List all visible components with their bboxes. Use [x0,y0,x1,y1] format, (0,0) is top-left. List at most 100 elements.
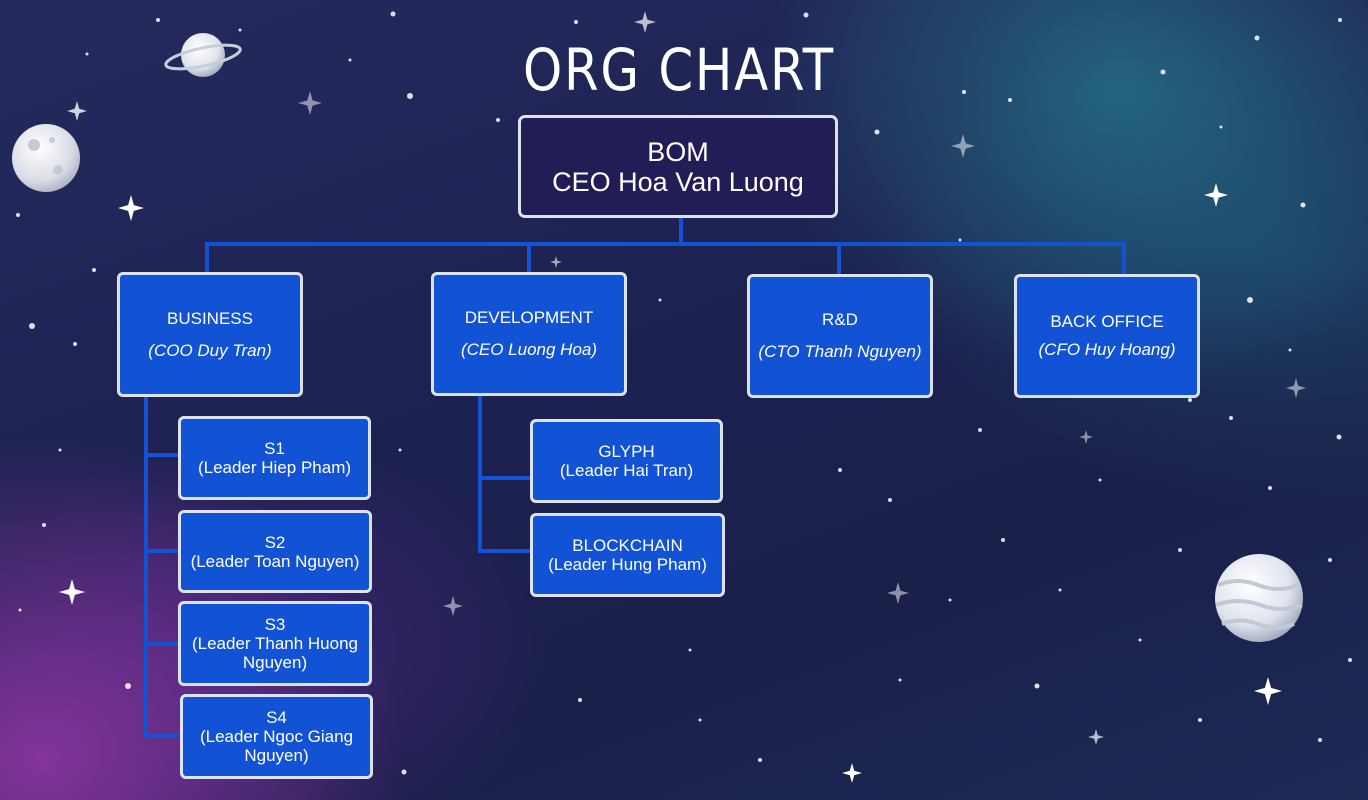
sparkle-star-icon [59,579,85,605]
sparkle-star-icon [634,11,656,33]
department-lead: (CEO Luong Hoa) [460,340,598,359]
star [1338,18,1342,22]
star [948,598,952,602]
star [658,298,662,302]
star [85,52,89,56]
team-leader: (Leader Thanh Huong Nguyen) [191,634,359,672]
org-node-back-office: BACK OFFICE (CFO Huy Hoang) [1014,274,1200,398]
team-name: S2 [264,532,286,552]
star [16,213,20,217]
sparkle-star-icon [550,256,562,268]
department-lead: (CTO Thanh Nguyen) [758,342,922,361]
star [838,468,842,472]
star [156,18,160,22]
moon-icon [12,124,80,192]
sparkle-star-icon [1254,677,1282,705]
star [496,118,500,122]
star [29,323,35,329]
department-name: R&D [822,310,858,329]
star [1034,683,1040,689]
star [73,342,77,346]
star [574,20,578,24]
org-node-blockchain: BLOCKCHAIN (Leader Hung Pham) [530,513,725,597]
team-name: BLOCKCHAIN [572,536,683,555]
sparkle-star-icon [951,134,975,158]
team-name: S4 [266,708,287,727]
star [1098,478,1102,482]
star [1229,416,1233,420]
star [1288,348,1292,352]
sparkle-star-icon [842,763,862,783]
sparkle-star-icon [298,91,322,115]
team-leader: (Leader Hung Pham) [548,555,707,574]
star [698,718,702,722]
department-name: BUSINESS [167,308,253,328]
star [401,769,407,775]
star [1198,718,1202,722]
department-lead: (COO Duy Tran) [148,340,272,360]
bom-ceo: CEO Hoa Van Luong [552,166,804,197]
star [758,758,762,762]
team-name: S3 [264,615,286,634]
star [888,498,892,502]
star [1188,398,1192,402]
star [1268,486,1272,490]
star [58,448,62,452]
department-lead: (CFO Huy Hoang) [1038,340,1176,359]
org-node-glyph: GLYPH (Leader Hai Tran) [530,419,723,503]
org-node-business: BUSINESS (COO Duy Tran) [117,272,303,397]
sparkle-star-icon [118,195,144,221]
bom-title: BOM [647,136,709,167]
sparkle-star-icon [67,101,87,121]
department-name: BACK OFFICE [1050,312,1164,331]
org-node-development: DEVELOPMENT (CEO Luong Hoa) [431,272,627,396]
team-name: S1 [264,439,285,458]
star [578,698,582,702]
star [1348,658,1352,662]
star [1160,69,1166,75]
stars [16,11,1352,783]
star [978,428,982,432]
star [958,238,962,242]
org-node-s3: S3 (Leader Thanh Huong Nguyen) [178,601,372,686]
org-node-s2: S2 (Leader Toan Nguyen) [178,510,372,593]
department-name: DEVELOPMENT [464,308,594,327]
star [1178,548,1182,552]
star [1008,98,1012,102]
team-leader: (Leader Hai Tran) [559,461,694,480]
org-node-s1: S1 (Leader Hiep Pham) [178,416,371,500]
star [1300,202,1306,208]
team-leader: (Leader Toan Nguyen) [190,551,360,571]
org-node-rnd: R&D (CTO Thanh Nguyen) [747,274,933,398]
star [125,683,131,689]
star [1254,35,1260,41]
star [1058,588,1062,592]
star [1328,558,1332,562]
star [1219,125,1223,129]
star [1318,738,1322,742]
sparkle-star-icon [1204,183,1228,207]
org-node-s4: S4 (Leader Ngoc Giang Nguyen) [180,694,373,779]
star [348,58,352,62]
star [18,608,22,612]
striped-planet-icon [1215,554,1303,642]
star [390,11,396,17]
star [42,523,46,527]
star [92,268,96,272]
page-title: ORG CHART [523,36,835,104]
star [1138,638,1142,642]
star [803,12,809,18]
star [874,129,880,135]
star [1336,434,1342,440]
sparkle-star-icon [1286,378,1306,398]
star [898,678,902,682]
sparkle-star-icon [1088,729,1104,745]
star [688,648,692,652]
star [398,448,402,452]
team-name: GLYPH [598,442,655,461]
star [238,28,242,32]
star [1247,297,1253,303]
team-leader: (Leader Ngoc Giang Nguyen) [199,727,354,765]
